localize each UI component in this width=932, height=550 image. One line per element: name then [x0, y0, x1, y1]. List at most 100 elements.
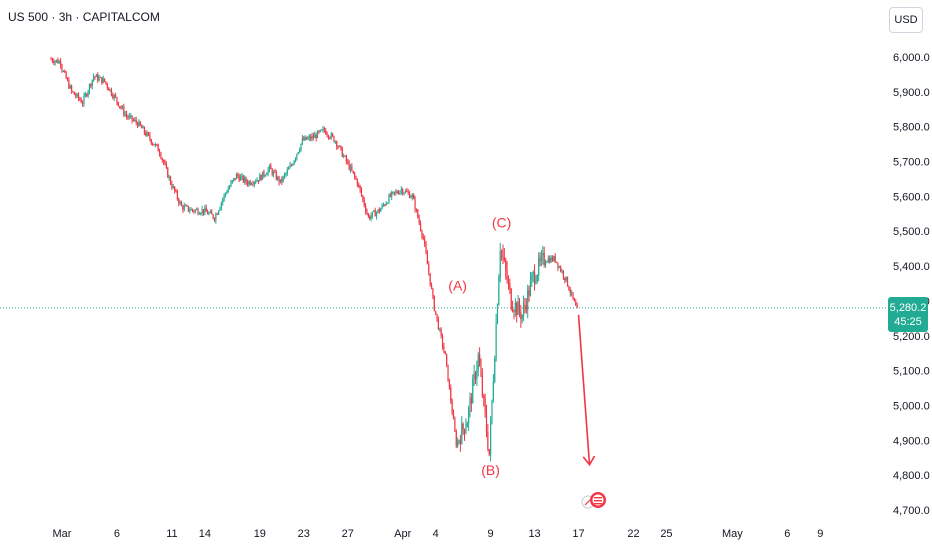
candle-body [250, 183, 253, 185]
candle-body [94, 76, 96, 78]
time-tick-label: 14 [199, 528, 211, 540]
candle-body [197, 209, 199, 214]
candle-body [327, 135, 330, 138]
candle-body [116, 97, 118, 102]
candle-body [461, 423, 463, 445]
candle-body [540, 255, 543, 261]
candle-body [421, 230, 423, 237]
flag-stripe [594, 500, 602, 502]
candle-body [543, 252, 545, 266]
candle-body [319, 129, 321, 132]
candle-body [55, 59, 58, 62]
candle-body [222, 199, 224, 203]
candle-body [169, 176, 172, 185]
candle-body [212, 214, 214, 219]
candle-body [264, 175, 266, 177]
candle-body [407, 191, 409, 193]
candle-body [253, 182, 255, 185]
candle-body [190, 209, 192, 211]
time-tick-label: 17 [572, 528, 584, 540]
candle-body [565, 276, 567, 281]
price-tick-label: 5,000.0 [893, 400, 930, 412]
candle-body [430, 284, 433, 289]
candle-body [105, 81, 107, 84]
candle-body [323, 128, 325, 131]
candle-body [396, 191, 398, 194]
candle-body [61, 65, 63, 69]
price-tick-label: 5,100.0 [893, 366, 930, 378]
candle-body [110, 89, 113, 96]
candle-body [351, 166, 353, 171]
candle-body [244, 177, 246, 182]
candle-body [479, 354, 481, 366]
price-tick-label: 6,000.0 [893, 52, 930, 64]
candle-body [64, 71, 66, 73]
candle-body [158, 151, 161, 154]
candle-body [521, 315, 523, 320]
candle-body [451, 401, 453, 413]
candles [50, 56, 578, 462]
candle-body [102, 78, 104, 84]
candle-body [242, 175, 244, 182]
candle-body [267, 169, 269, 174]
projection-arrow [577, 314, 596, 467]
candle-body [557, 262, 559, 268]
time-tick-label: 27 [342, 528, 354, 540]
candle-body [373, 210, 375, 212]
candle-body [356, 179, 358, 185]
candle-body [278, 176, 280, 183]
candle-body [98, 77, 100, 81]
candle-body [393, 191, 396, 193]
candle-body [176, 191, 178, 199]
candle-body [275, 172, 277, 180]
candle-body [385, 203, 387, 206]
candle-body [510, 288, 512, 310]
candle-body [120, 106, 122, 108]
candle-body [311, 135, 313, 140]
candle-body [573, 298, 576, 302]
candle-body [175, 190, 177, 192]
candle-body [99, 77, 102, 79]
candle-body [248, 181, 250, 185]
candle-body [411, 194, 413, 198]
candle-body [208, 212, 210, 215]
candle-body [279, 179, 282, 183]
candle-body [215, 214, 217, 221]
candle-body [463, 429, 466, 434]
candle-body [288, 168, 290, 170]
candle-body [472, 378, 474, 404]
candle-body [424, 238, 426, 244]
candle-body [272, 171, 275, 175]
event-markers[interactable] [581, 492, 606, 509]
price-tick-label: 5,600.0 [893, 191, 930, 203]
time-axis: Mar 6 11 14 19 23 27 Apr 4 9 13 17 22 25 May 6 9 [53, 528, 824, 540]
candle-body [146, 132, 148, 136]
candle-body [436, 313, 438, 319]
candle-body [443, 346, 445, 352]
candle-body [474, 373, 477, 380]
candle-body [230, 182, 232, 187]
candle-body [256, 180, 258, 182]
candle-body [484, 397, 486, 413]
wave-label: (B) [481, 462, 500, 478]
candle-body [233, 178, 235, 181]
candle-body [334, 141, 336, 143]
candle-body [533, 271, 536, 284]
candle-body [301, 138, 304, 144]
candle-body [446, 354, 448, 365]
candle-body [348, 162, 350, 170]
currency-button[interactable]: USD [889, 7, 923, 33]
candle-body [84, 94, 86, 96]
candle-body [238, 176, 240, 181]
candle-body [433, 295, 435, 311]
candle-body [487, 432, 489, 450]
candle-body [249, 181, 251, 185]
candle-body [119, 106, 121, 108]
candle-body [303, 138, 305, 141]
candle-body [294, 158, 297, 161]
candle-body [457, 440, 459, 447]
symbol-title[interactable]: US 500 · 3h · CAPITALCOM [8, 10, 160, 24]
candle-body [304, 136, 306, 141]
candle-body [414, 198, 416, 210]
